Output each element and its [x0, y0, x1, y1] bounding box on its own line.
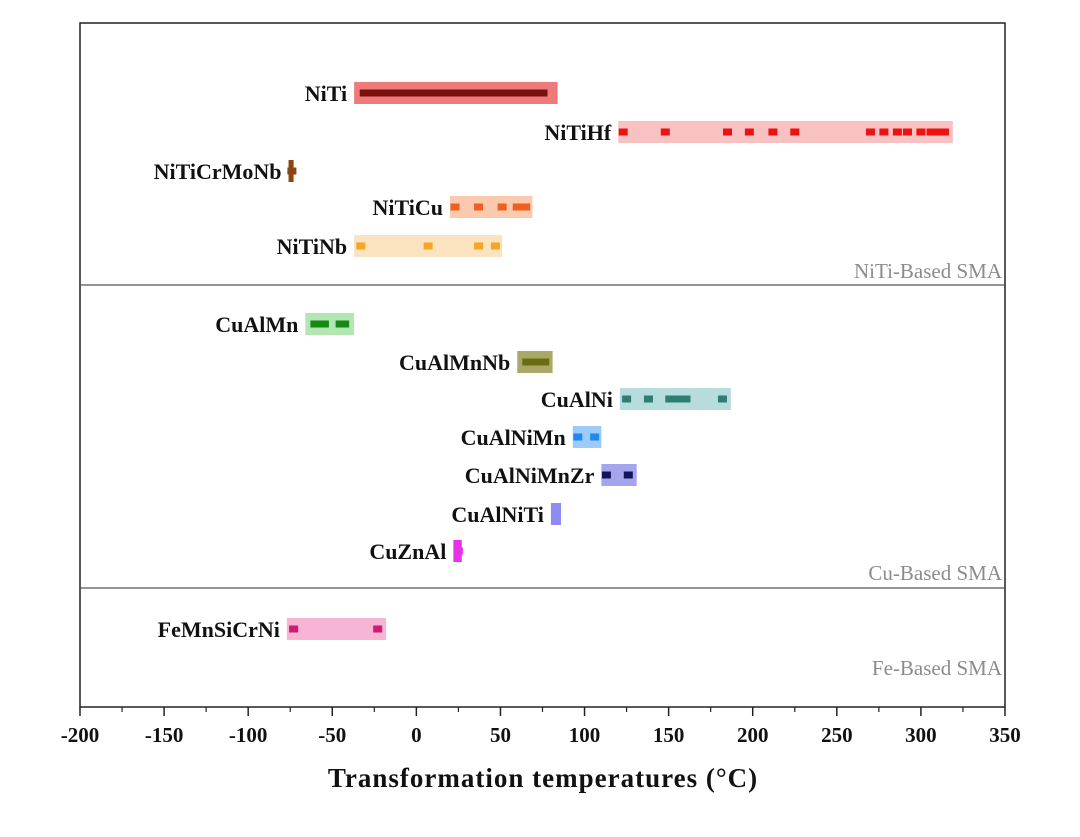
marker-nitihf-4 [768, 128, 778, 136]
tick-label-5: 50 [490, 723, 511, 747]
marker-niticu-2 [497, 203, 507, 211]
alloy-labels: NiTi NiTiHf NiTiCrMoNb NiTiCu NiTiNb CuAlMn Cu… [154, 81, 613, 642]
marker-cualnimn-0 [573, 433, 583, 441]
alloy-label-cuznal: CuZnAl [369, 539, 446, 564]
marker-nitinb-2 [474, 242, 484, 250]
bar-cualmn [305, 313, 355, 335]
segment-cualmn-0 [310, 320, 329, 328]
marker-nitinb-1 [423, 242, 433, 250]
group-labels: NiTi-Based SMA Cu-Based SMA Fe-Based SMA [854, 259, 1003, 680]
marker-cualni-1 [643, 395, 653, 403]
marker-nitihf-5 [790, 128, 800, 136]
group-label-2: Fe-Based SMA [872, 656, 1003, 680]
tick-label-9: 250 [821, 723, 853, 747]
alloy-label-cualnimnzr: CuAlNiMnZr [465, 463, 595, 488]
marker-nitihf-9 [902, 128, 912, 136]
marker-nitihf-7 [879, 128, 889, 136]
alloy-label-nitinb: NiTiNb [277, 234, 348, 259]
alloy-label-cualnimn: CuAlNiMn [461, 425, 566, 450]
alloy-label-niticu: NiTiCu [372, 195, 443, 220]
marker-niti-1 [411, 89, 421, 97]
marker-cualnimnzr-1 [623, 471, 633, 479]
tick-label-4: 0 [411, 723, 422, 747]
marker-cualnimn-1 [590, 433, 600, 441]
marker-nitihf-11 [926, 128, 936, 136]
marker-cualnimnzr-0 [601, 471, 611, 479]
bar-femnsicrni [286, 618, 387, 640]
marker-nitihf-8 [892, 128, 902, 136]
alloy-label-cualni: CuAlNi [541, 387, 613, 412]
marker-cualni-2 [717, 395, 727, 403]
alloy-label-cualniti: CuAlNiTi [451, 502, 544, 527]
marker-cuznal-0 [453, 547, 463, 555]
marker-niticu-1 [474, 203, 484, 211]
alloy-label-niticrmonb: NiTiCrMoNb [154, 159, 282, 184]
bar-nitihf [618, 121, 953, 143]
marker-niticu-3 [512, 203, 522, 211]
marker-cualniti-0 [551, 510, 561, 518]
alloy-label-cualmnnb: CuAlMnNb [399, 350, 510, 375]
marker-nitihf-0 [618, 128, 628, 136]
bar-niticu [450, 196, 533, 218]
x-axis-title: Transformation temperatures (°C) [328, 763, 758, 793]
tick-label-10: 300 [905, 723, 937, 747]
marker-niticu-0 [450, 203, 460, 211]
alloy-label-nitihf: NiTiHf [544, 120, 612, 145]
marker-nitihf-10 [916, 128, 926, 136]
marker-nitihf-2 [723, 128, 732, 136]
marker-niticrmonb-0 [287, 167, 297, 175]
tick-label-6: 100 [569, 723, 601, 747]
marker-niti-4 [538, 89, 547, 97]
tick-label-0: -200 [61, 723, 100, 747]
alloy-label-niti: NiTi [305, 81, 347, 106]
marker-cualni-0 [622, 395, 632, 403]
tick-label-11: 350 [989, 723, 1021, 747]
bar-cualnimn [572, 426, 602, 448]
marker-niti-0 [359, 89, 369, 97]
alloy-label-cualmn: CuAlMn [215, 312, 298, 337]
segment-cualmnnb-0 [522, 358, 550, 366]
marker-femnsicrni-1 [373, 625, 383, 633]
marker-nitinb-0 [356, 242, 366, 250]
tick-label-8: 200 [737, 723, 769, 747]
marker-nitihf-1 [660, 128, 670, 136]
alloy-bars [286, 82, 953, 640]
marker-nitihf-13 [939, 128, 949, 136]
tick-label-7: 150 [653, 723, 685, 747]
marker-nitihf-3 [744, 128, 754, 136]
segment-niti-0 [360, 89, 548, 97]
marker-nitihf-6 [865, 128, 875, 136]
marker-niti-2 [462, 89, 472, 97]
tick-label-1: -150 [145, 723, 184, 747]
tick-label-2: -100 [229, 723, 268, 747]
segment-cualni-0 [665, 395, 691, 403]
group-label-1: Cu-Based SMA [868, 561, 1002, 585]
alloy-label-femnsicrni: FeMnSiCrNi [158, 617, 280, 642]
x-axis: -200 -150 -100 -50 0 50 100 150 200 250 300 350 [61, 707, 1021, 747]
marker-niticu-4 [521, 203, 531, 211]
marker-niti-3 [499, 89, 509, 97]
marker-nitihf-12 [933, 128, 943, 136]
marker-femnsicrni-0 [289, 625, 299, 633]
group-label-0: NiTi-Based SMA [854, 259, 1003, 283]
bar-cualnimnzr [601, 464, 637, 486]
marker-nitinb-3 [490, 242, 500, 250]
tick-label-3: -50 [318, 723, 346, 747]
segment-cualmn-1 [335, 320, 350, 328]
